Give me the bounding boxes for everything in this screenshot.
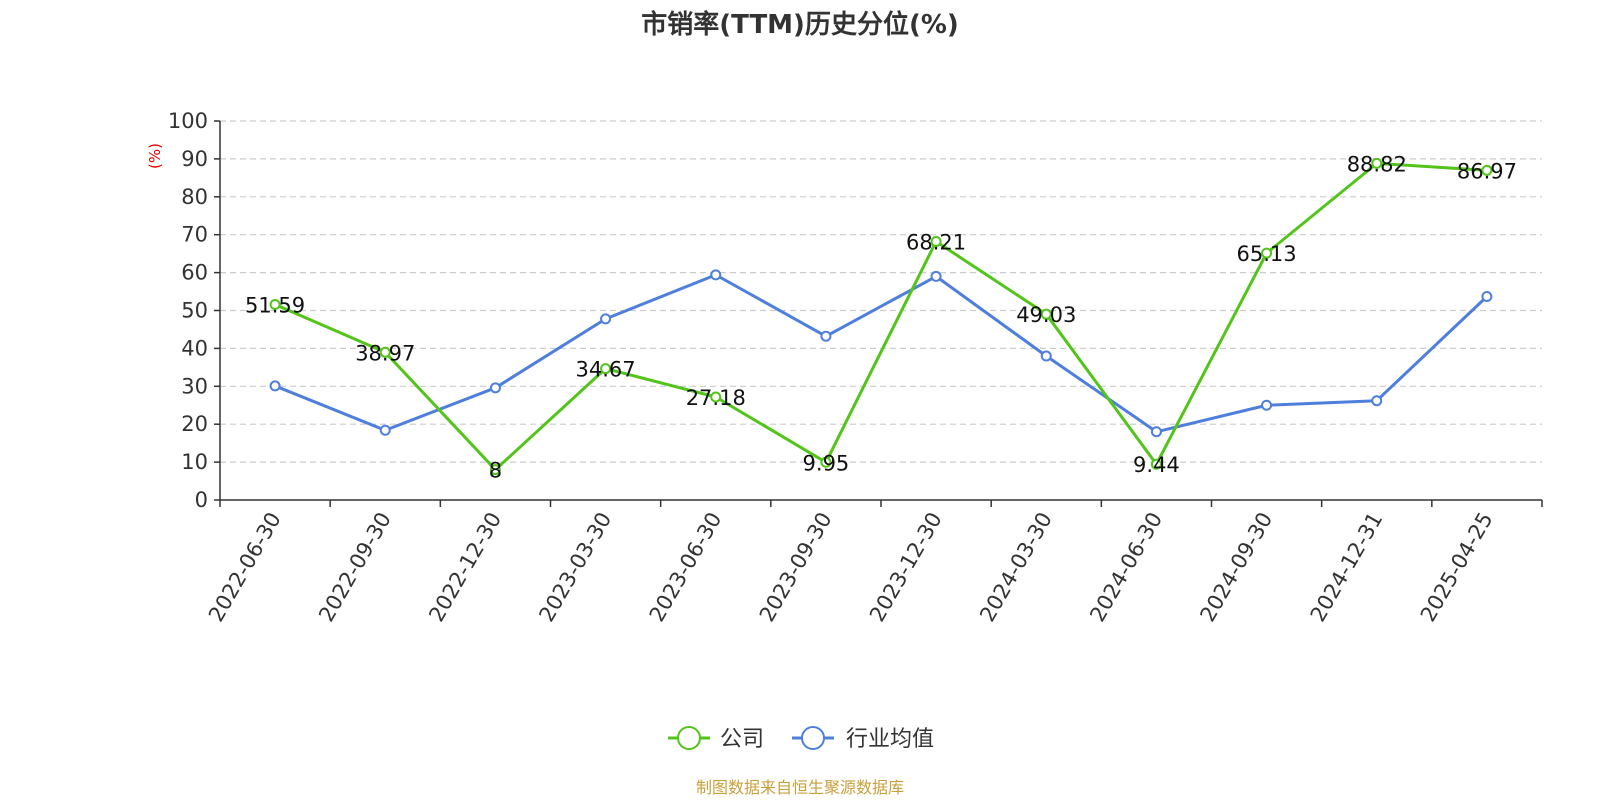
legend-circle-marker	[677, 726, 701, 750]
chart-title: 市销率(TTM)历史分位(%)	[641, 9, 959, 40]
company-series-line	[274, 161, 1488, 472]
x-tick-label: 2022-09-30	[314, 508, 396, 626]
x-tick-label: 2023-12-30	[865, 508, 947, 626]
industry-avg-data-point[interactable]	[1371, 395, 1383, 407]
industry-avg-data-point[interactable]	[710, 269, 722, 281]
industry-avg-data-point[interactable]	[489, 382, 501, 394]
x-tick-label: 2023-09-30	[755, 508, 837, 626]
legend-circle-marker	[801, 726, 825, 750]
company-data-point[interactable]	[1371, 157, 1383, 169]
industry-avg-data-point[interactable]	[820, 330, 832, 342]
company-data-point[interactable]	[269, 298, 281, 310]
legend[interactable]: 公司 行业均值	[668, 726, 934, 752]
y-tick-label: 50	[181, 299, 208, 323]
company-data-point[interactable]	[1261, 247, 1273, 259]
company-data-point[interactable]	[600, 363, 612, 375]
company-data-label: 49.03	[1016, 303, 1076, 327]
company-data-point[interactable]	[1040, 308, 1052, 320]
y-tick-label: 100	[168, 109, 208, 133]
company-data-label: 34.67	[576, 358, 636, 382]
x-tick-label: 2024-09-30	[1195, 508, 1277, 626]
y-tick-label: 80	[181, 185, 208, 209]
x-tick-label: 2024-12-31	[1306, 508, 1388, 626]
industry-avg-data-point[interactable]	[1481, 290, 1493, 302]
grid-lines	[220, 120, 1542, 463]
y-tick-label: 10	[181, 450, 208, 474]
company-data-label: 38.97	[355, 341, 415, 365]
company-data-label: 8	[489, 459, 502, 483]
industry-avg-data-point[interactable]	[379, 424, 391, 436]
industry-avg-data-point[interactable]	[1261, 399, 1273, 411]
industry-avg-data-point[interactable]	[1150, 426, 1162, 438]
axes: 0 10 20 30 40 50 60 70 80 90 100 2022-06-30 2022-09-…	[168, 109, 1543, 626]
x-tick-label: 2023-06-30	[645, 508, 727, 626]
y-axis-label: (%)	[146, 143, 164, 169]
company-data-point[interactable]	[930, 235, 942, 247]
legend-item-industry-avg[interactable]: 行业均值	[792, 726, 934, 752]
legend-label: 公司	[720, 727, 764, 752]
industry-avg-data-point[interactable]	[269, 380, 281, 392]
company-data-label: 86.97	[1457, 159, 1517, 183]
x-tick-label: 2024-06-30	[1085, 508, 1167, 626]
y-tick-label: 30	[181, 374, 208, 398]
series-lines	[269, 157, 1493, 476]
company-data-point[interactable]	[1150, 458, 1162, 470]
industry-avg-data-point[interactable]	[600, 313, 612, 325]
company-data-label: 88.82	[1347, 152, 1407, 176]
x-tick-label: 2022-06-30	[204, 508, 286, 626]
industry-avg-data-point[interactable]	[930, 270, 942, 282]
company-data-label: 9.95	[803, 451, 850, 475]
company-data-label: 27.18	[686, 386, 746, 410]
y-tick-label: 0	[195, 488, 208, 512]
legend-item-company[interactable]: 公司	[668, 726, 764, 752]
y-tick-label: 90	[181, 147, 208, 171]
industry-avg-data-point[interactable]	[1040, 350, 1052, 362]
x-tick-label: 2025-04-25	[1416, 508, 1498, 626]
y-tick-label: 60	[181, 261, 208, 285]
y-tick-label: 20	[181, 412, 208, 436]
source-note: 制图数据来自恒生聚源数据库	[696, 778, 904, 797]
x-tick-label: 2024-03-30	[975, 508, 1057, 626]
company-data-point[interactable]	[1481, 164, 1493, 176]
company-data-point[interactable]	[820, 456, 832, 468]
x-tick-label: 2022-12-30	[424, 508, 506, 626]
company-data-point[interactable]	[710, 391, 722, 403]
industry-avg-series-line	[274, 273, 1488, 434]
company-data-label: 68.21	[906, 230, 966, 254]
company-data-point[interactable]	[379, 346, 391, 358]
company-data-point[interactable]	[489, 464, 501, 476]
y-tick-label: 70	[181, 223, 208, 247]
legend-label: 行业均值	[846, 727, 934, 752]
company-data-label: 9.44	[1133, 453, 1180, 477]
y-tick-label: 40	[181, 336, 208, 360]
x-tick-label: 2023-03-30	[534, 508, 616, 626]
company-data-label: 51.59	[245, 293, 305, 317]
company-data-label: 65.13	[1237, 242, 1297, 266]
data-labels: 51.59 38.97 8 34.67 27.18 9.95 68.21 49.03 9.44 6…	[245, 152, 1517, 482]
